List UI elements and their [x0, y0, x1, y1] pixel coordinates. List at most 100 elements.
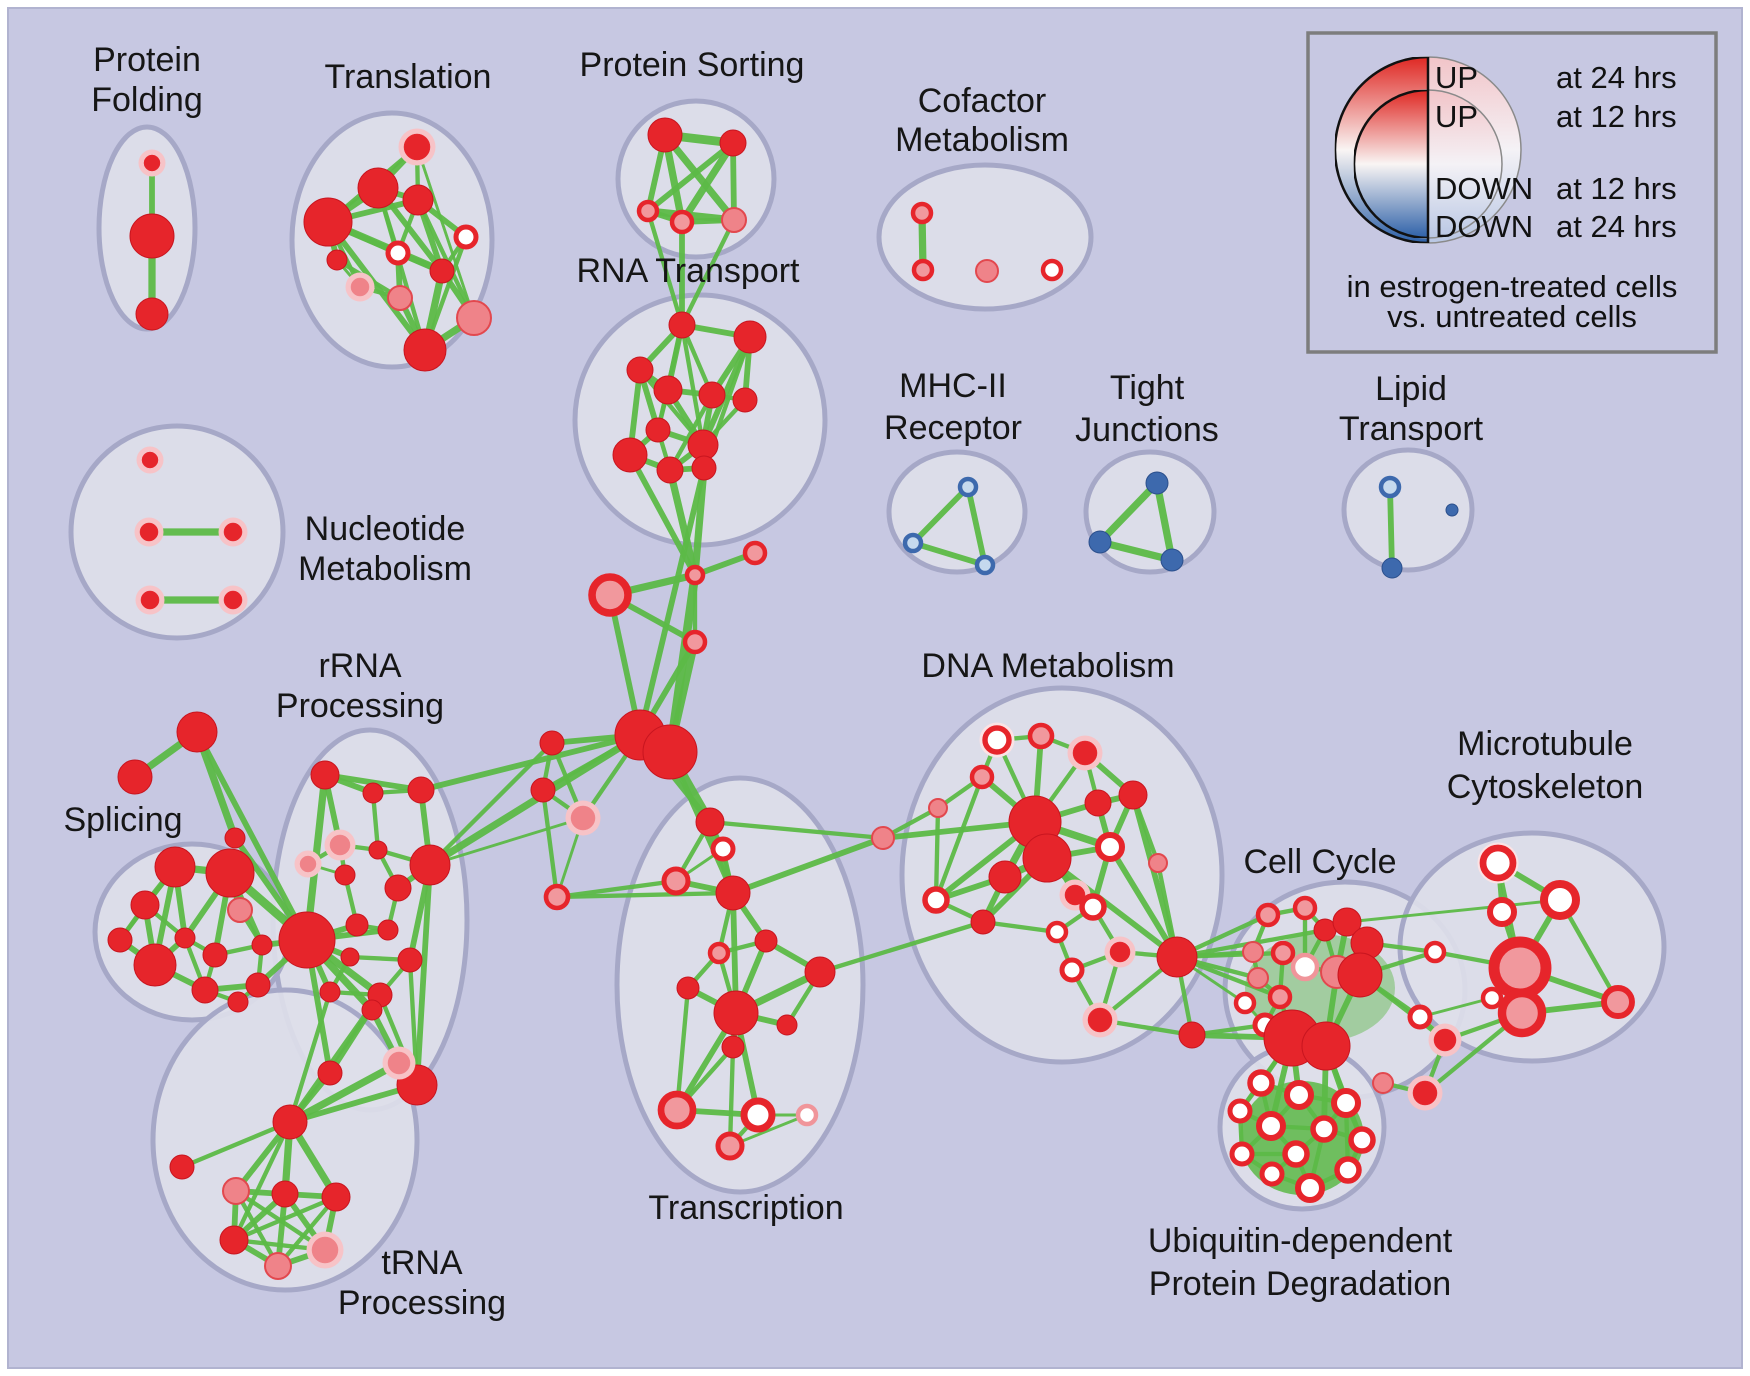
gene-node: [272, 1104, 308, 1140]
gene-node: [530, 777, 556, 803]
gene-node: [657, 1090, 697, 1130]
gene-node: [970, 909, 996, 935]
legend-time-label: at 24 hrs: [1556, 60, 1677, 95]
edge: [1153, 479, 1176, 564]
gene-node: [334, 864, 356, 886]
gene-node: [902, 532, 924, 554]
gene-node: [1601, 985, 1635, 1019]
gene-node: [350, 277, 370, 297]
gene-node: [329, 834, 351, 856]
legend-inner-circle-left: [1354, 90, 1428, 238]
gene-node: [1027, 722, 1055, 750]
gene-node: [117, 759, 153, 795]
gene-node: [1247, 1069, 1275, 1097]
gene-node: [975, 259, 999, 283]
gene-node: [154, 846, 196, 888]
edge: [540, 787, 560, 900]
gene-node: [1479, 844, 1517, 882]
gene-node: [385, 240, 411, 266]
cluster-label-cell-cycle: Cell Cycle: [1243, 843, 1396, 881]
gene-node: [715, 1131, 745, 1161]
edge: [661, 131, 738, 224]
gene-node: [1331, 1088, 1361, 1118]
edge: [707, 819, 886, 841]
gene-node: [636, 199, 660, 223]
gene-node: [345, 913, 369, 937]
gene-node: [776, 1014, 798, 1036]
gene-node: [1487, 897, 1517, 927]
gene-node: [1084, 789, 1112, 817]
gene-node: [317, 1060, 343, 1086]
gene-node: [407, 776, 435, 804]
gene-node: [402, 184, 434, 216]
gene-node: [1160, 548, 1184, 572]
cluster-ellipse-protein-sorting: [615, 98, 777, 260]
gene-node: [1148, 853, 1168, 873]
gene-node: [871, 826, 895, 850]
edge: [414, 862, 433, 1088]
gene-node: [710, 836, 736, 862]
gene-node: [1480, 986, 1504, 1010]
legend-time-label: at 12 hrs: [1556, 99, 1677, 134]
edge: [1387, 484, 1395, 571]
gene-node: [754, 929, 778, 953]
gene-node: [645, 417, 671, 443]
gene-node: [1145, 471, 1169, 495]
gene-node: [387, 285, 413, 311]
gene-node: [1412, 1080, 1438, 1106]
gene-node: [1381, 557, 1403, 579]
gene-node: [107, 927, 133, 953]
gene-node: [176, 711, 218, 753]
gene-node: [397, 947, 423, 973]
gene-node: [1109, 941, 1131, 963]
cluster-label-dna-metabolism: DNA Metabolism: [921, 647, 1174, 685]
gene-node: [668, 311, 696, 339]
gene-node: [713, 990, 759, 1036]
gene-node: [647, 117, 683, 153]
legend-direction-label: DOWN: [1435, 209, 1533, 244]
legend-box: [1306, 31, 1718, 354]
gene-node: [377, 919, 399, 941]
gene-node: [642, 724, 698, 780]
gene-node: [1301, 1021, 1351, 1071]
gene-node: [695, 807, 725, 837]
gene-node: [174, 927, 196, 949]
cluster-label-splicing: Splicing: [63, 801, 182, 839]
gene-node: [456, 300, 492, 336]
gene-node: [1156, 936, 1198, 978]
gene-node: [429, 258, 455, 284]
cluster-label-ubiquitin-degradation: Ubiquitin-dependent Protein Degradation: [1148, 1222, 1453, 1303]
gene-node: [223, 522, 243, 542]
gene-node: [251, 934, 273, 956]
gene-node: [682, 629, 708, 655]
gene-node: [742, 540, 768, 566]
edge: [287, 989, 333, 1125]
gene-node: [910, 201, 934, 225]
gene-node: [278, 911, 336, 969]
edge: [965, 484, 988, 568]
cluster-label-transcription: Transcription: [648, 1189, 843, 1227]
gene-node: [687, 429, 719, 461]
edge: [194, 729, 310, 943]
gene-node: [361, 999, 383, 1021]
gene-node: [691, 455, 717, 481]
edge: [645, 208, 685, 328]
edge: [427, 740, 555, 868]
cluster-label-lipid-transport: Lipid Transport: [1339, 370, 1484, 448]
gene-node: [570, 805, 596, 831]
gene-node: [626, 356, 654, 384]
gene-node: [721, 1035, 745, 1059]
gene-node: [140, 590, 160, 610]
edge: [231, 1119, 293, 1243]
gene-node: [1423, 940, 1447, 964]
gene-node: [223, 590, 243, 610]
cluster-label-cofactor-metabolism: Cofactor Metabolism: [895, 82, 1069, 159]
edge: [275, 1194, 339, 1269]
legend-caption: vs. untreated cells: [1387, 299, 1637, 334]
gene-node: [1247, 967, 1269, 989]
gene-node: [299, 855, 317, 873]
gene-node: [326, 249, 348, 271]
gene-node: [362, 782, 384, 804]
gene-node: [227, 897, 253, 923]
cluster-label-mhc-ii-receptor: MHC-II Receptor: [884, 367, 1022, 447]
